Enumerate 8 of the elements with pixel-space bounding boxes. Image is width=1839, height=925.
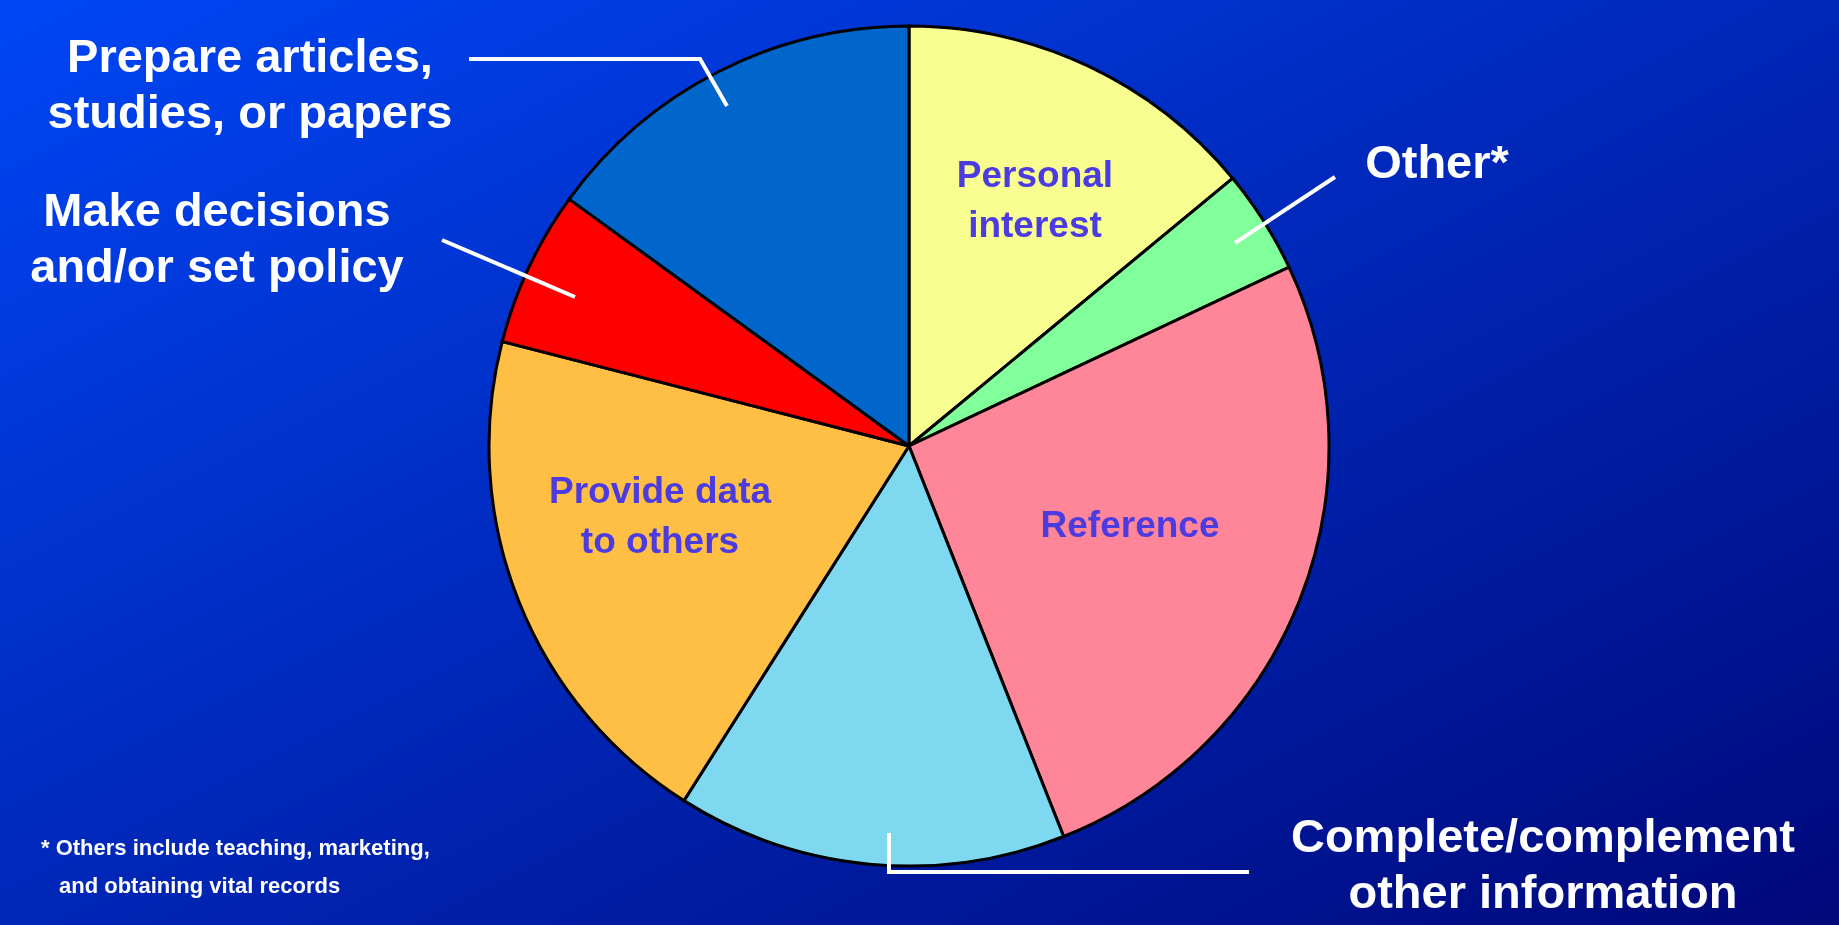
text: * Others include teaching, marketing, and obtaining vital records <box>41 834 430 898</box>
slice-label: Reference <box>1040 503 1220 545</box>
slice-label: Personal interest <box>956 153 1114 245</box>
slice-label: Other* <box>1365 134 1510 188</box>
slice-label: Provide data to others <box>548 469 772 561</box>
slice-label: Prepare articles, studies, or papers <box>47 28 453 138</box>
slice-label: Make decisions and/or set policy <box>30 182 404 292</box>
slice-label: Complete/complement other information <box>1290 808 1796 918</box>
